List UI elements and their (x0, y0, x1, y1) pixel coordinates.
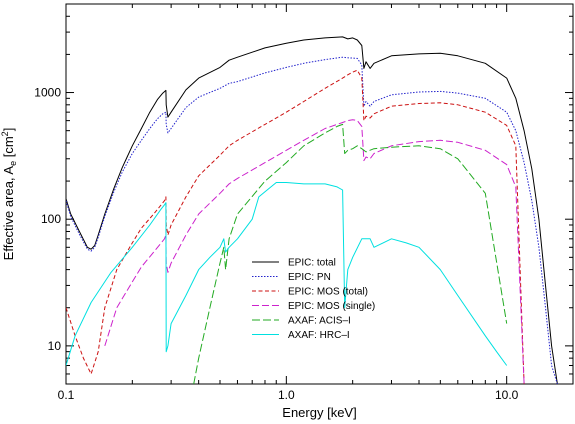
axis-tick-labels: 0.1 1.0 10.0 10 100 1000 (34, 86, 518, 402)
legend-label-1: EPIC: total (288, 258, 336, 269)
y-axis-label: Effective area, Ae [cm2] (0, 128, 18, 261)
x-tick-label: 1.0 (278, 388, 295, 402)
x-axis-label: Energy [keV] (282, 405, 356, 420)
axis-ticks (65, 3, 574, 385)
y-axis-label-unit-open: [cm (1, 136, 16, 161)
plot-frame (65, 3, 574, 385)
legend-label-2: EPIC: PN (288, 272, 331, 283)
legend-label-3: EPIC: MOS (total) (288, 287, 368, 298)
y-tick-label: 100 (41, 212, 61, 226)
series-lines (66, 36, 558, 384)
series-line-1 (66, 36, 558, 384)
legend-label-4: EPIC: MOS (single) (288, 301, 375, 312)
series-line-4 (104, 119, 525, 384)
y-axis-label-unit-close: ] (1, 128, 16, 132)
y-tick-label: 10 (48, 339, 62, 353)
legend: EPIC: total EPIC: PN EPIC: MOS (total) EPIC… (252, 258, 375, 341)
y-axis-label-main: Effective area, A (1, 166, 16, 261)
y-tick-label: 1000 (34, 86, 61, 100)
legend-label-6: AXAF: HRC–I (288, 330, 350, 341)
series-line-6 (66, 182, 508, 366)
y-axis-label-sup: 2 (0, 131, 10, 136)
series-line-5 (193, 123, 508, 384)
series-line-3 (66, 69, 525, 384)
x-tick-label: 0.1 (58, 388, 75, 402)
x-tick-label: 10.0 (495, 388, 519, 402)
legend-label-5: AXAF: ACIS–I (288, 316, 351, 327)
y-axis-label-sub: e (8, 161, 18, 166)
